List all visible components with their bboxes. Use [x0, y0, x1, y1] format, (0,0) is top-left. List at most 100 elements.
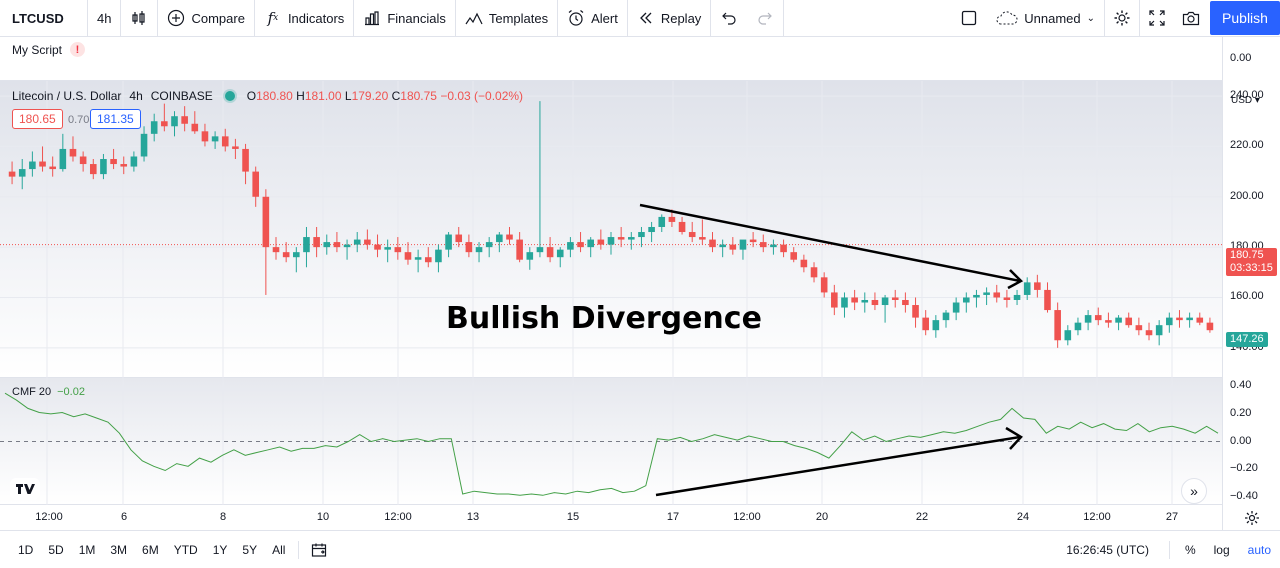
- candle: [546, 237, 554, 263]
- candle: [59, 133, 67, 172]
- templates-button[interactable]: Templates: [456, 0, 559, 37]
- candle-body: [394, 247, 402, 253]
- candle-body: [1206, 322, 1214, 331]
- cmf-tick: −0.40: [1230, 489, 1258, 502]
- snapshot-button[interactable]: [1174, 0, 1208, 37]
- candle: [1186, 312, 1193, 328]
- price-trend-arrow: [639, 203, 1024, 290]
- indicator-pane[interactable]: CMF 20 −0.02 »: [0, 378, 1222, 505]
- script-warning-badge[interactable]: !: [70, 42, 85, 57]
- utc-clock[interactable]: 16:26:45 (UTC): [1066, 542, 1149, 557]
- annotation-text[interactable]: Bullish Divergence: [446, 301, 762, 336]
- range-1m[interactable]: 1M: [78, 542, 96, 557]
- compare-button[interactable]: Compare: [158, 0, 255, 37]
- candle: [1206, 317, 1214, 333]
- candle-body: [89, 164, 97, 175]
- candle: [485, 237, 493, 258]
- candle: [1125, 312, 1133, 328]
- currency-label[interactable]: USD ▾: [1231, 95, 1260, 106]
- candlestick-chart[interactable]: [0, 81, 1222, 378]
- buy-price-button[interactable]: 181.35: [90, 109, 141, 129]
- last-price-tag: 180.75 03:33:15: [1226, 248, 1277, 276]
- candle-body: [384, 247, 391, 250]
- candle-body: [820, 277, 828, 293]
- range-ytd[interactable]: YTD: [173, 542, 198, 557]
- range-5y[interactable]: 5Y: [242, 542, 258, 557]
- undo-button[interactable]: [711, 0, 747, 37]
- bottom-divider: [298, 540, 300, 559]
- range-all[interactable]: All: [272, 542, 286, 557]
- candle-body: [435, 249, 442, 263]
- percent-toggle[interactable]: %: [1184, 542, 1196, 557]
- candle-body: [1034, 282, 1041, 290]
- sell-price-button[interactable]: 180.65: [12, 109, 63, 129]
- date-range-icon[interactable]: [305, 542, 333, 558]
- goto-realtime-button[interactable]: »: [1181, 478, 1207, 504]
- time-tick: 8: [219, 511, 227, 523]
- auto-toggle[interactable]: auto: [1247, 542, 1271, 557]
- candle-body: [871, 299, 879, 306]
- candle: [1064, 325, 1072, 346]
- candle-body: [567, 242, 574, 250]
- candle-body: [475, 247, 483, 253]
- layout-name-button[interactable]: Unnamed ⌄: [987, 0, 1105, 37]
- candle: [1013, 289, 1021, 306]
- candle-body: [333, 242, 341, 248]
- log-toggle[interactable]: log: [1213, 542, 1230, 557]
- candle: [739, 239, 747, 260]
- candle: [191, 111, 199, 134]
- financials-button[interactable]: Financials: [354, 0, 456, 37]
- market-status-icon[interactable]: [224, 91, 235, 101]
- candle: [1084, 310, 1092, 331]
- range-5d[interactable]: 5D: [48, 542, 64, 557]
- range-1d[interactable]: 1D: [18, 542, 34, 557]
- cmf-chart[interactable]: [0, 378, 1222, 505]
- main-chart-pane[interactable]: Litecoin / U.S. Dollar 4h COINBASE O180.…: [0, 81, 1222, 378]
- script-name[interactable]: My Script: [12, 43, 63, 57]
- chart-settings-button[interactable]: [1222, 505, 1280, 531]
- candle: [658, 214, 666, 233]
- candle: [29, 151, 36, 177]
- indicator-legend[interactable]: CMF 20 −0.02: [12, 386, 85, 398]
- candle: [414, 249, 422, 273]
- legend-interval: 4h: [129, 89, 143, 103]
- symbol-title[interactable]: Litecoin / U.S. Dollar: [12, 89, 122, 103]
- tradingview-logo[interactable]: [10, 478, 40, 500]
- alert-label: Alert: [591, 10, 618, 26]
- candle-body: [577, 242, 584, 248]
- symbol-search[interactable]: LTCUSD: [0, 0, 88, 37]
- candle-body: [780, 244, 787, 253]
- replay-button[interactable]: Replay: [628, 0, 712, 37]
- candle: [1166, 312, 1173, 333]
- chart-style-button[interactable]: [121, 0, 159, 37]
- candle: [100, 153, 107, 180]
- candle: [577, 232, 584, 253]
- redo-button[interactable]: [747, 0, 785, 37]
- tradingview-logo-icon: [16, 484, 35, 494]
- candle: [536, 101, 544, 258]
- price-tick: 160.00: [1230, 290, 1264, 303]
- fullscreen-button[interactable]: [1140, 0, 1174, 37]
- candle: [983, 287, 990, 306]
- candle: [445, 232, 452, 258]
- range-1y[interactable]: 1Y: [212, 542, 228, 557]
- candle-body: [18, 169, 26, 177]
- candle-body: [79, 156, 87, 165]
- layout-button[interactable]: [951, 0, 987, 37]
- range-6m[interactable]: 6M: [142, 542, 159, 557]
- price-scale[interactable]: 0.00 USD ▾ 240.00 220.00 200.00 180.00 160.0…: [1222, 37, 1280, 505]
- cmf-tick: −0.20: [1230, 462, 1258, 475]
- settings-button[interactable]: [1105, 0, 1140, 37]
- candle: [891, 289, 899, 308]
- time-axis[interactable]: 12:00 6 8 10 12:00 13 15 17 12:00 20 22 24 12:00 27: [0, 505, 1222, 531]
- candle: [140, 126, 148, 162]
- range-3m[interactable]: 3M: [110, 542, 128, 557]
- candle: [404, 242, 412, 265]
- bottom-toolbar: 1D 5D 1M 3M 6M YTD 1Y 5Y All 16:26:45 (UTC) % lo…: [0, 531, 1280, 568]
- alert-button[interactable]: Alert: [558, 0, 628, 37]
- candle: [1176, 310, 1183, 328]
- interval-button[interactable]: 4h: [88, 0, 122, 37]
- time-tick: 22: [915, 511, 929, 523]
- publish-button[interactable]: Publish: [1210, 1, 1280, 35]
